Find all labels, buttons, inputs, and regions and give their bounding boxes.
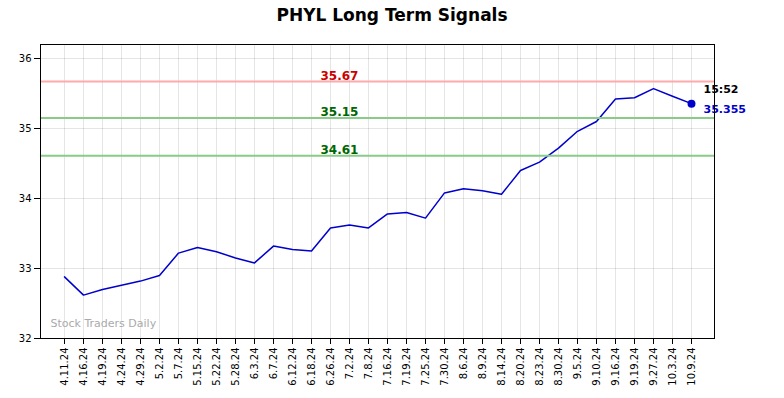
svg-text:8.30.24: 8.30.24 [553, 348, 564, 386]
svg-text:7.30.24: 7.30.24 [439, 348, 450, 386]
svg-text:32: 32 [19, 333, 32, 344]
svg-text:7.8.24: 7.8.24 [363, 348, 374, 380]
svg-text:7.25.24: 7.25.24 [420, 348, 431, 386]
svg-text:15:52: 15:52 [704, 83, 739, 96]
svg-text:35.15: 35.15 [321, 105, 359, 119]
svg-text:Stock Traders Daily: Stock Traders Daily [51, 317, 157, 330]
svg-text:8.6.24: 8.6.24 [458, 348, 469, 380]
svg-text:8.9.24: 8.9.24 [477, 348, 488, 380]
html-text:PHYL Long Term Signals: PHYL Long Term Signals [276, 5, 508, 25]
svg-text:5.2.24: 5.2.24 [154, 348, 165, 380]
svg-text:5.22.24: 5.22.24 [211, 348, 222, 386]
svg-text:9.5.24: 9.5.24 [572, 348, 583, 380]
svg-text:34: 34 [19, 193, 32, 204]
svg-text:34.61: 34.61 [321, 143, 359, 157]
svg-text:6.18.24: 6.18.24 [306, 348, 317, 386]
svg-text:36: 36 [19, 53, 32, 64]
svg-text:8.20.24: 8.20.24 [515, 348, 526, 386]
svg-text:33: 33 [19, 263, 32, 274]
svg-text:7.2.24: 7.2.24 [344, 348, 355, 380]
svg-text:35: 35 [19, 123, 32, 134]
svg-text:5.15.24: 5.15.24 [192, 348, 203, 386]
svg-text:5.28.24: 5.28.24 [230, 348, 241, 386]
svg-text:4.11.24: 4.11.24 [59, 348, 70, 386]
svg-text:4.29.24: 4.29.24 [135, 348, 146, 386]
svg-text:8.23.24: 8.23.24 [534, 348, 545, 386]
svg-text:4.24.24: 4.24.24 [116, 348, 127, 386]
svg-text:9.10.24: 9.10.24 [591, 348, 602, 386]
svg-text:9.19.24: 9.19.24 [629, 348, 640, 386]
svg-text:7.19.24: 7.19.24 [401, 348, 412, 386]
svg-text:9.27.24: 9.27.24 [648, 348, 659, 386]
svg-text:6.3.24: 6.3.24 [249, 348, 260, 380]
svg-text:35.67: 35.67 [321, 69, 359, 83]
svg-text:9.16.24: 9.16.24 [610, 348, 621, 386]
svg-text:6.12.24: 6.12.24 [287, 348, 298, 386]
svg-text:5.7.24: 5.7.24 [173, 348, 184, 380]
svg-text:6.26.24: 6.26.24 [325, 348, 336, 386]
svg-text:35.355: 35.355 [704, 103, 746, 116]
svg-text:4.16.24: 4.16.24 [78, 348, 89, 386]
svg-text:7.16.24: 7.16.24 [382, 348, 393, 386]
svg-text:6.7.24: 6.7.24 [268, 348, 279, 380]
svg-text:10.9.24: 10.9.24 [686, 348, 697, 386]
svg-text:4.19.24: 4.19.24 [97, 348, 108, 386]
svg-text:10.3.24: 10.3.24 [667, 348, 678, 386]
svg-text:8.14.24: 8.14.24 [496, 348, 507, 386]
